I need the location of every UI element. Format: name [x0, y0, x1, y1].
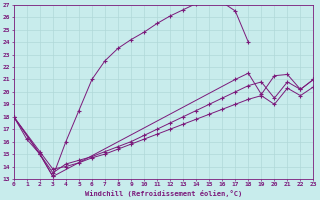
X-axis label: Windchill (Refroidissement éolien,°C): Windchill (Refroidissement éolien,°C) — [85, 190, 242, 197]
